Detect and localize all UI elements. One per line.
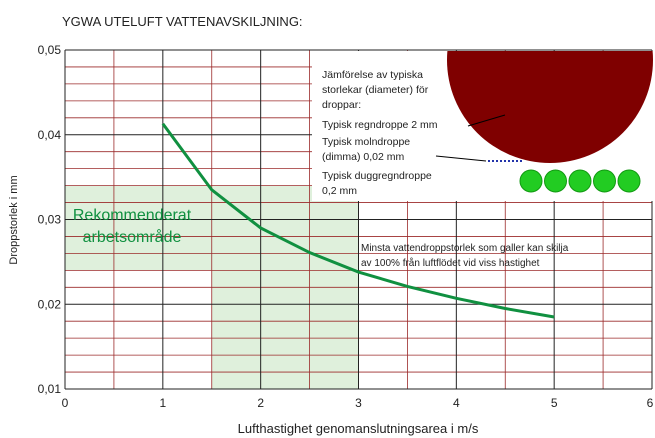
- drizzle-drop: [568, 169, 592, 193]
- x-tick-label: 0: [62, 396, 69, 410]
- x-tick-label: 4: [453, 396, 460, 410]
- y-tick-label: 0,05: [38, 43, 62, 57]
- inset-text: Typisk molndroppe: [322, 136, 410, 148]
- rain-drop: [447, 51, 653, 163]
- x-axis-label: Lufthastighet genomanslutningsarea i m/s: [238, 421, 479, 436]
- pointer: [435, 155, 487, 162]
- curve: [161, 122, 555, 319]
- x-tick-label: 6: [647, 396, 654, 410]
- y-tick-label: 0,02: [38, 297, 62, 311]
- x-tick-label: 5: [551, 396, 558, 410]
- inset-text: storlekar (diameter) för: [322, 84, 429, 96]
- y-tick-label: 0,01: [38, 382, 62, 396]
- x-tick-label: 2: [257, 396, 264, 410]
- inset-text: Typisk regndroppe 2 mm: [322, 119, 438, 131]
- region-label: arbetsområde: [83, 228, 182, 246]
- y-axis-label: Droppstorlek i mm: [8, 175, 20, 264]
- inset-text: Jämförelse av typiska: [322, 69, 423, 81]
- inset-text: 0,2 mm: [322, 185, 357, 197]
- drizzle-drop: [544, 169, 567, 193]
- y-tick-label: 0,04: [38, 128, 62, 142]
- inset-text: (dimma) 0,02 mm: [322, 151, 405, 163]
- inset-text: droppar:: [322, 99, 361, 111]
- region-label: Rekommenderat: [73, 207, 192, 224]
- x-tick-label: 1: [159, 396, 166, 410]
- note: Minsta vattendroppstorlek som galler kan…: [361, 243, 569, 254]
- drizzle-drop: [519, 169, 543, 193]
- pointer: [467, 114, 506, 127]
- inset-text: Typisk duggregndroppe: [322, 170, 432, 182]
- drizzle-drop: [617, 169, 641, 193]
- recommended-region: [65, 185, 212, 271]
- chart-title: YGWA UTELUFT VATTENAVSKILJNING:: [62, 14, 303, 29]
- y-tick-label: 0,03: [38, 213, 62, 227]
- note: av 100% från luftflödet vid viss hastigh…: [361, 257, 540, 269]
- drizzle-drop: [593, 169, 616, 193]
- x-tick-label: 3: [355, 396, 362, 410]
